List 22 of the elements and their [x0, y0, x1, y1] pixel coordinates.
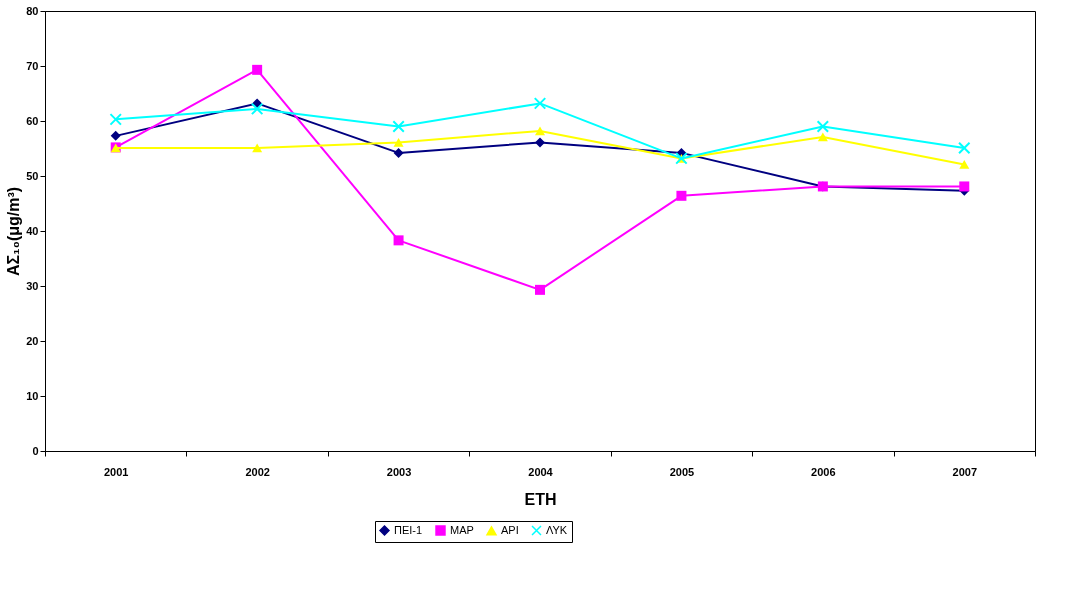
x-tick-label: 2001 [103, 465, 129, 478]
y-tick-label: 10 [26, 389, 39, 402]
y-tick-label: 20 [26, 334, 39, 347]
legend-label: ΑΡΙ [501, 523, 519, 536]
x-tick-label: 2004 [528, 465, 554, 478]
x-tick-label: 2005 [669, 465, 695, 478]
y-tick-label: 60 [26, 114, 39, 127]
legend-label: ΛΥΚ [546, 523, 568, 536]
x-tick-label: 2003 [386, 465, 412, 478]
x-tick-label: 2002 [245, 465, 270, 478]
x-tick-label: 2007 [952, 465, 978, 478]
x-axis-title: ΕΤΗ [524, 490, 557, 508]
y-tick-label: 0 [32, 444, 39, 457]
legend-label: ΜΑΡ [450, 523, 474, 536]
legend-label: ΠΕΙ-1 [394, 523, 423, 536]
x-tick-label: 2006 [811, 465, 836, 478]
y-tick-label: 70 [26, 59, 39, 72]
y-tick-label: 30 [26, 279, 39, 292]
y-tick-label: 80 [26, 4, 39, 17]
y-tick-label: 50 [26, 169, 39, 182]
y-axis-title: ΑΣ₁₀(μg/m³) [5, 186, 23, 277]
y-tick-label: 40 [26, 224, 39, 237]
